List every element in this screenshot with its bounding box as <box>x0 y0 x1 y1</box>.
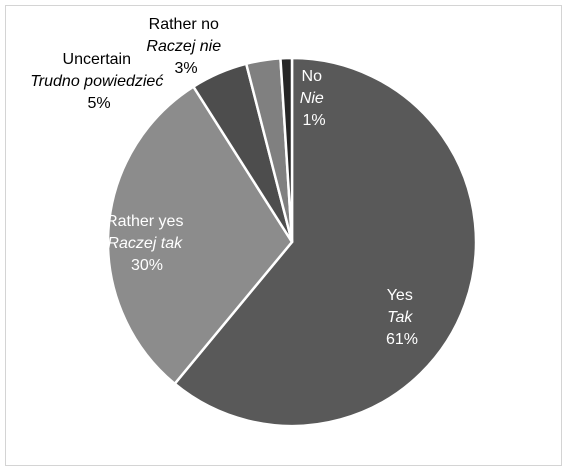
pie-slice-no <box>279 56 294 244</box>
slice-rather-yes-en: Rather yes <box>106 213 183 230</box>
slice-label-rather-no: Rather no Raczej nie 3% <box>146 16 225 77</box>
pie-slice-rather-yes <box>106 85 294 386</box>
pie-slice-yes <box>173 56 478 428</box>
pie-slices <box>106 56 478 428</box>
slice-label-no: No Nie 1% <box>300 68 328 129</box>
slice-label-yes: Yes Tak 61% <box>386 287 418 348</box>
slice-uncertain-pl: Trudno powiedzieć <box>30 73 163 90</box>
slice-no-pl: Nie <box>300 90 324 107</box>
slice-label-rather-yes: Rather yes Raczej tak 30% <box>106 213 188 274</box>
slice-yes-en: Yes <box>387 287 413 304</box>
slice-yes-value: 61% <box>386 331 418 348</box>
slice-label-uncertain: Uncertain Trudno powiedzieć 5% <box>30 51 168 112</box>
slice-no-en: No <box>302 68 323 85</box>
slice-uncertain-en: Uncertain <box>63 51 131 68</box>
slice-uncertain-value: 5% <box>87 95 110 112</box>
slice-rather-no-en: Rather no <box>149 16 219 33</box>
slice-rather-yes-pl: Raczej tak <box>107 235 183 252</box>
slice-rather-yes-value: 30% <box>131 257 163 274</box>
slice-no-value: 1% <box>302 112 325 129</box>
slice-rather-no-pl: Raczej nie <box>146 38 221 55</box>
slice-rather-no-value: 3% <box>174 60 197 77</box>
slice-yes-pl: Tak <box>387 309 413 326</box>
